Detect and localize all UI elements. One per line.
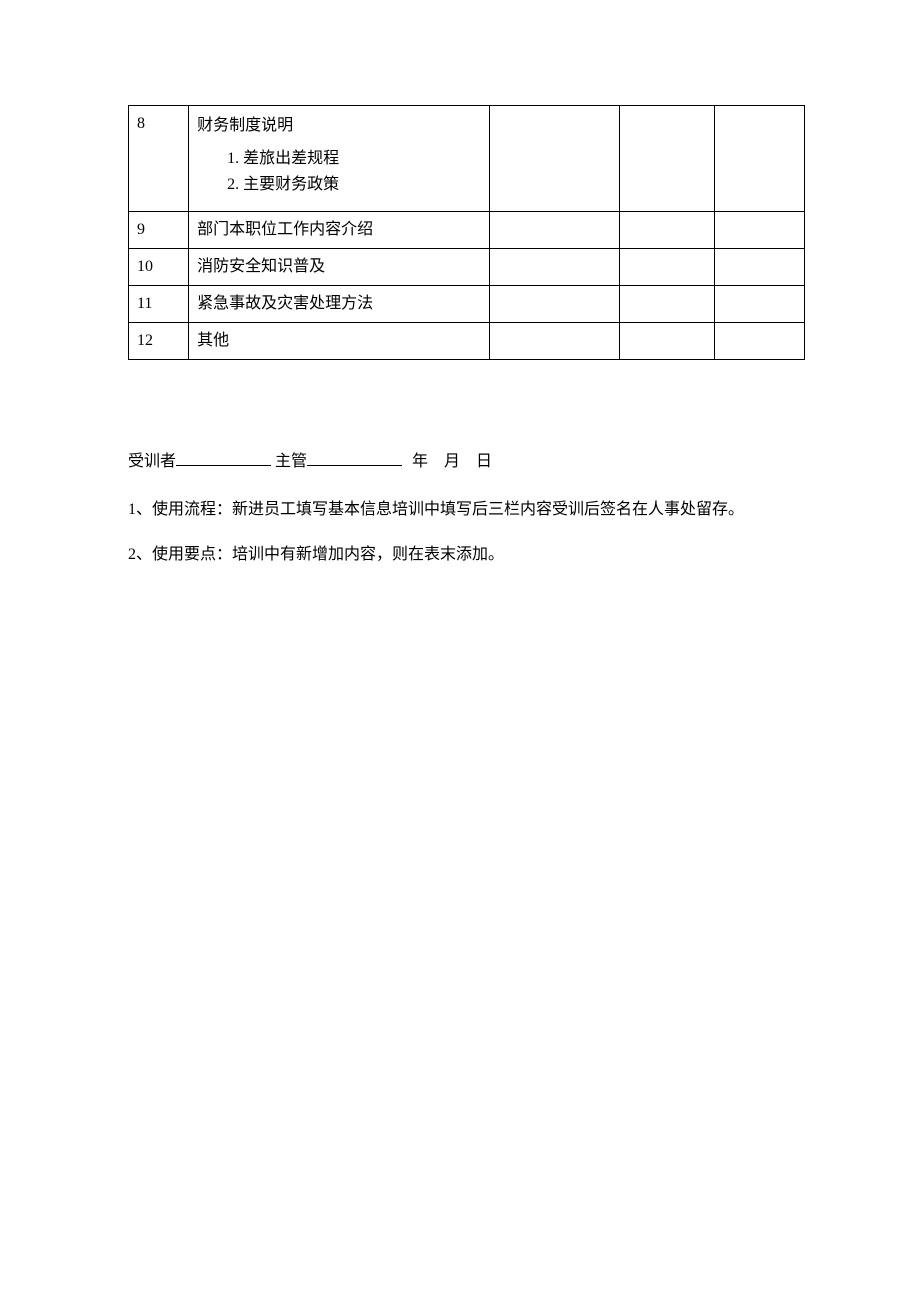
table-row: 9 部门本职位工作内容介绍 [129, 212, 805, 249]
row-number: 10 [129, 249, 189, 286]
table-row: 8 财务制度说明 差旅出差规程 主要财务政策 [129, 106, 805, 212]
blank-cell [619, 106, 714, 212]
list-item: 主要财务政策 [243, 172, 480, 198]
blank-cell [619, 323, 714, 360]
table-row: 12 其他 [129, 323, 805, 360]
blank-cell [714, 286, 804, 323]
blank-cell [714, 212, 804, 249]
trainee-label: 受训者 [128, 453, 176, 470]
row-number: 8 [129, 106, 189, 212]
row-content: 紧急事故及灾害处理方法 [189, 286, 489, 323]
blank-cell [619, 249, 714, 286]
row-number: 11 [129, 286, 189, 323]
row-content: 财务制度说明 差旅出差规程 主要财务政策 [189, 106, 489, 212]
content-title: 财务制度说明 [197, 114, 480, 138]
table-row: 11 紧急事故及灾害处理方法 [129, 286, 805, 323]
blank-cell [489, 106, 619, 212]
supervisor-underline [307, 465, 402, 466]
content-list: 差旅出差规程 主要财务政策 [197, 146, 480, 197]
signature-line: 受训者 主管 年 月 日 [128, 450, 805, 474]
row-content: 部门本职位工作内容介绍 [189, 212, 489, 249]
blank-cell [489, 212, 619, 249]
blank-cell [489, 286, 619, 323]
blank-cell [489, 249, 619, 286]
blank-cell [714, 323, 804, 360]
trainee-underline [176, 465, 271, 466]
supervisor-label: 主管 [271, 453, 307, 470]
row-content: 消防安全知识普及 [189, 249, 489, 286]
row-number: 9 [129, 212, 189, 249]
blank-cell [619, 286, 714, 323]
row-number: 12 [129, 323, 189, 360]
table-row: 10 消防安全知识普及 [129, 249, 805, 286]
row-content: 其他 [189, 323, 489, 360]
blank-cell [714, 106, 804, 212]
blank-cell [619, 212, 714, 249]
date-label: 年 月 日 [402, 453, 498, 470]
note-1: 1、使用流程：新进员工填写基本信息培训中填写后三栏内容受训后签名在人事处留存。 [128, 496, 805, 523]
blank-cell [489, 323, 619, 360]
list-item: 差旅出差规程 [243, 146, 480, 172]
training-content-table: 8 财务制度说明 差旅出差规程 主要财务政策 9 部门本职位工作内容介绍 10 … [128, 105, 805, 360]
note-2: 2、使用要点：培训中有新增加内容，则在表末添加。 [128, 541, 805, 568]
blank-cell [714, 249, 804, 286]
